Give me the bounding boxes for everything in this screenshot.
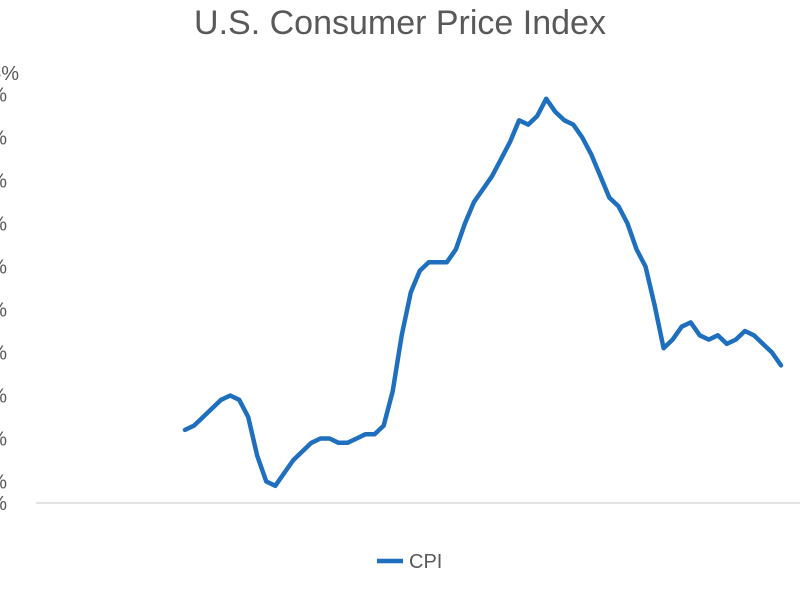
chart-title: U.S. Consumer Price Index [194, 4, 606, 42]
y-tick-label: 9% [0, 85, 7, 107]
y-tick-label: 3% [0, 343, 7, 365]
y-tick-label: 2% [0, 386, 7, 408]
legend-label-cpi: CPI [409, 551, 442, 573]
series-line-cpi [182, 96, 784, 489]
legend: CPI [377, 551, 442, 573]
y-tick-label: 9.5% [0, 63, 19, 85]
y-tick-label: 8% [0, 128, 7, 150]
y-tick-label: 7% [0, 171, 7, 193]
y-tick-label: -0.5% [0, 493, 7, 515]
y-tick-label: 5% [0, 257, 7, 279]
y-tick-label: 1% [0, 429, 7, 451]
y-tick-label: 0% [0, 472, 7, 494]
y-tick-label: 6% [0, 214, 7, 236]
y-axis-ticks: 9.5%9% 8% 7% 6% 5% 4% 3% 2% 1% 0%-0.5% [0, 63, 19, 515]
y-tick-label: 4% [0, 300, 7, 322]
